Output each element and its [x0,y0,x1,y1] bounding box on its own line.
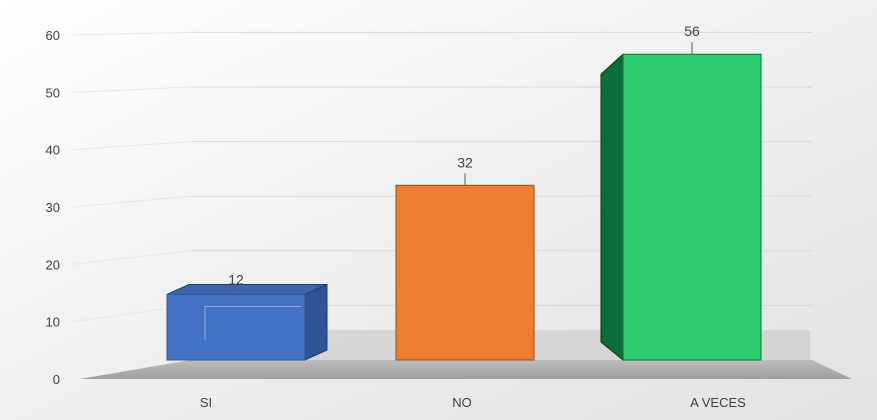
gridline-diagonal [72,195,191,208]
data-label: 56 [684,23,700,39]
bar-2 [395,184,535,361]
y-tick-label: 40 [46,143,60,158]
bar-front [166,293,306,361]
bar-3 [600,53,762,362]
bar-1 [166,283,328,361]
bar-side [600,53,624,362]
bar-front [395,184,535,361]
y-tick-label: 30 [46,200,60,215]
bar-front [622,53,762,361]
x-category-label: NO [452,395,472,410]
gridline-diagonal [72,31,191,36]
gridline-diagonal [72,86,191,93]
bar-inner-edge [204,305,301,340]
gridline-diagonal [72,250,191,265]
labels-layer: 0 10 20 30 40 50 60 12 SI 32 NO 56 A VECES [46,23,747,410]
gridline-diagonal [72,141,191,151]
x-category-label: SI [200,395,212,410]
y-tick-label: 60 [46,28,60,43]
y-tick-label: 50 [46,85,60,100]
y-tick-label: 20 [46,257,60,272]
data-label: 32 [457,154,473,170]
y-tick-label: 0 [53,372,60,387]
y-tick-label: 10 [46,315,60,330]
chart-floor [80,360,852,379]
bar-top [166,283,328,295]
x-category-label: A VECES [690,395,746,410]
data-label: 12 [228,271,244,287]
bar-side [304,283,328,361]
bars-layer [166,53,762,362]
